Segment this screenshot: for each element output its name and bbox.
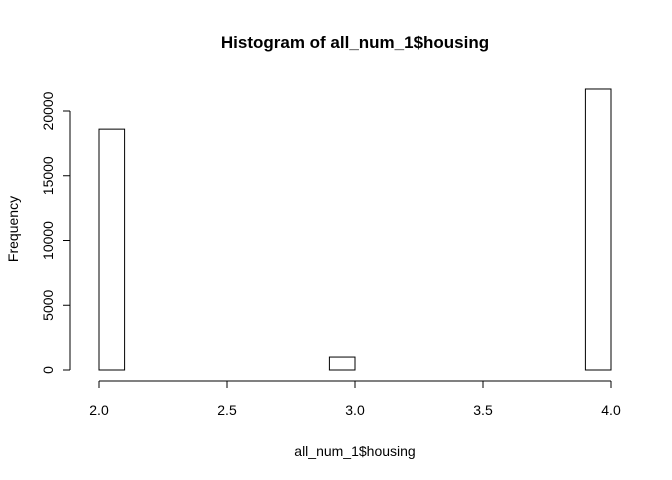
chart-title: Histogram of all_num_1$housing [221,33,489,52]
y-axis-title: Frequency [5,196,21,262]
histogram-bars [98,88,612,371]
x-tick-label: 3.0 [345,402,365,418]
x-tick-label: 3.5 [473,402,493,418]
y-tick-label: 15000 [40,156,56,195]
x-axis: 2.0 2.5 3.0 3.5 4.0 [89,380,621,418]
histogram-bar [328,356,356,371]
y-tick-label: 20000 [40,91,56,130]
x-tick-label: 2.0 [89,402,109,418]
x-axis-title: all_num_1$housing [294,443,415,459]
y-tick-label: 0 [40,366,56,374]
y-tick-label: 10000 [40,221,56,260]
y-tick-label: 5000 [40,289,56,320]
y-axis: 0 5000 10000 15000 20000 [40,91,71,374]
x-tick-label: 4.0 [601,402,621,418]
x-tick-label: 2.5 [217,402,237,418]
histogram-bar [98,128,126,371]
histogram-bar [584,88,612,371]
